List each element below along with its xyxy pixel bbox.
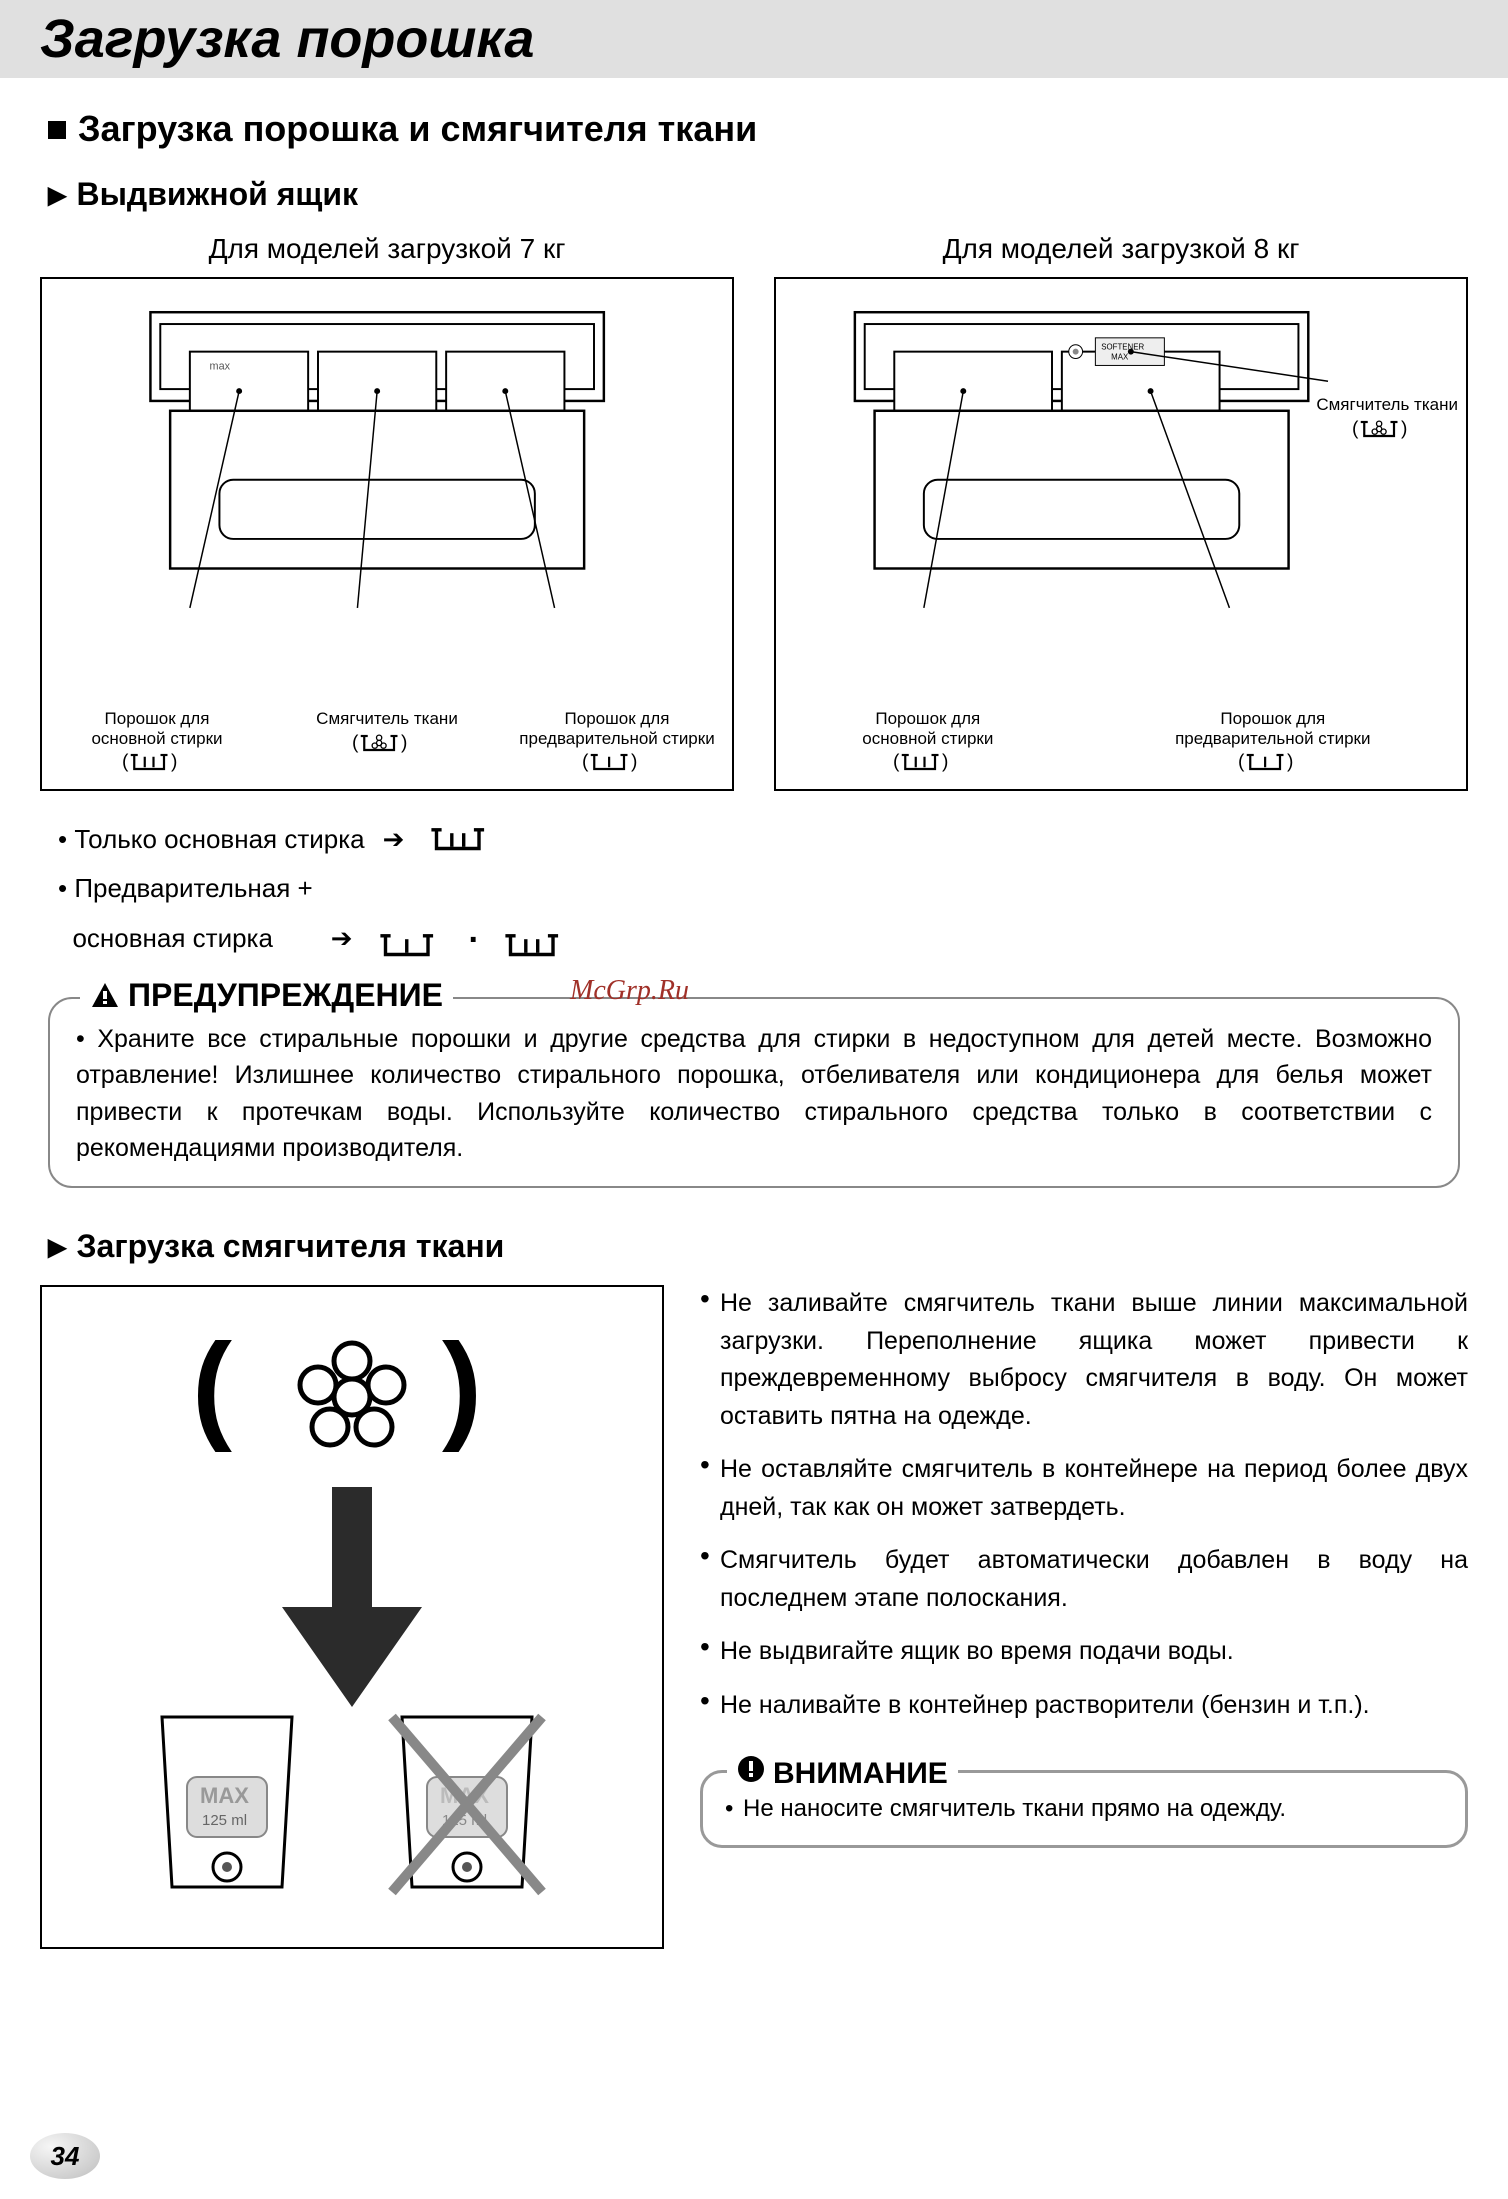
label-softener-8kg: Смягчитель ткани [1316,395,1458,415]
note-pre-main: • Предварительная + основная стирка [58,864,313,963]
wash-mode-notes: • Только основная стирка ➔ • Предварител… [58,815,1468,963]
model-7kg: Для моделей загрузкой 7 кг max [40,233,734,791]
dot-separator: . [469,899,478,964]
caution-icon [737,1751,765,1796]
subsection-drawer: Выдвижной ящик [48,176,1468,213]
svg-text:MAX: MAX [1111,353,1129,362]
model-8kg-label: Для моделей загрузкой 8 кг [774,233,1468,265]
label-main-wash-8: Порошок для основной стирки [776,709,1080,748]
svg-text:(: ( [352,732,359,753]
caution-title: ВНИМАНИЕ [727,1751,958,1796]
note-main-only: • Только основная стирка [58,815,365,864]
svg-text:(: ( [1352,418,1359,439]
svg-text:MAX: MAX [200,1783,249,1808]
svg-text:): ) [401,732,407,753]
model-7kg-label: Для моделей загрузкой 7 кг [40,233,734,265]
svg-text:(: ( [192,1319,232,1453]
label-prewash-8: Порошок для предварительной стирки [1080,709,1466,748]
drawer-diagram-7kg: max Порошок для основной стирки [40,277,734,791]
symbol-main-wash-inline [422,823,502,857]
svg-text:(: ( [122,752,129,773]
symbol-prewash: () [502,748,732,781]
manual-page: Загрузка порошка Загрузка порошка и смяг… [0,0,1508,2199]
symbol-softener-8kg: () [1316,415,1458,448]
page-title: Загрузка порошка [10,8,1508,70]
softener-point: Смягчитель будет автоматически добавлен … [700,1542,1468,1617]
softener-text: Не заливайте смягчитель ткани выше линии… [700,1285,1468,1848]
svg-text:): ) [1401,418,1407,439]
softener-side-label: Смягчитель ткани () [1316,395,1458,447]
arrow-icon: ➔ [331,914,353,963]
svg-text:): ) [171,752,177,773]
section-heading: Загрузка порошка и смягчителя ткани [48,108,1468,150]
drawer-diagram-8kg: SOFTENER MAX Смягчитель ткани () [774,277,1468,791]
svg-text:): ) [1287,752,1293,773]
page-number: 34 [30,2133,100,2179]
label-softener: Смягчитель ткани [272,709,502,729]
models-row: Для моделей загрузкой 7 кг max [40,233,1468,791]
label-main-wash: Порошок для основной стирки [42,709,272,748]
watermark-text: McGrp.Ru [570,975,689,1007]
svg-text:): ) [442,1319,482,1453]
model-8kg: Для моделей загрузкой 8 кг SOFTENER MAX [774,233,1468,791]
arrow-icon: ➔ [383,815,405,864]
softener-point: Не выдвигайте ящик во время подачи воды. [700,1633,1468,1671]
svg-text:(: ( [582,752,589,773]
svg-text:): ) [942,752,948,773]
symbol-prewash-8: () [1080,748,1466,781]
warning-callout: ПРЕДУПРЕЖДЕНИЕ McGrp.Ru • Храните все ст… [48,997,1460,1188]
symbol-main-wash-8: () [776,748,1080,781]
label-prewash: Порошок для предварительной стирки [502,709,732,748]
warning-icon [90,981,120,1011]
caution-callout: ВНИМАНИЕ Не наносите смягчитель ткани пр… [700,1770,1468,1848]
symbol-main-wash-inline-2 [496,929,576,963]
warning-title-text: ПРЕДУПРЕЖДЕНИЕ [128,977,443,1014]
symbol-softener: () [272,729,502,762]
svg-text:(: ( [893,752,900,773]
page-title-bar: Загрузка порошка [0,0,1508,78]
softener-svg: ( ) MAX 125 ml [42,1287,662,1947]
caution-body: Не наносите смягчитель ткани прямо на од… [725,1791,1443,1827]
softener-point: Не оставляйте смягчитель в контейнере на… [700,1451,1468,1526]
symbol-main-wash: () [42,748,272,781]
softener-point: Не наливайте в контейнер растворители (б… [700,1687,1468,1725]
softener-list: Не заливайте смягчитель ткани выше линии… [700,1285,1468,1724]
softener-point: Не заливайте смягчитель ткани выше линии… [700,1285,1468,1435]
warning-body: • Храните все стиральные порошки и други… [76,1021,1432,1166]
svg-text:125 ml: 125 ml [202,1812,247,1829]
softener-row: ( ) MAX 125 ml [40,1285,1468,1949]
svg-text:SOFTENER: SOFTENER [1101,343,1144,352]
labels-8kg: Порошок для основной стирки () Порошок д… [776,709,1466,781]
subsection-softener: Загрузка смягчителя ткани [48,1228,1468,1265]
svg-text:(: ( [1238,752,1245,773]
svg-text:max: max [210,360,231,372]
softener-figure: ( ) MAX 125 ml [40,1285,664,1949]
warning-title: ПРЕДУПРЕЖДЕНИЕ [80,977,453,1014]
labels-7kg: Порошок для основной стирки () Смягчител… [42,709,732,781]
svg-text:): ) [631,752,637,773]
symbol-prewash-inline [371,929,451,963]
caution-title-text: ВНИМАНИЕ [773,1751,948,1796]
